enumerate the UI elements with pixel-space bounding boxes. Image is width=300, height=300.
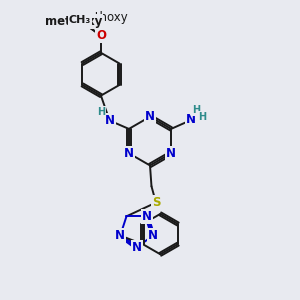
Text: CH₃: CH₃ xyxy=(68,15,91,25)
Text: N: N xyxy=(142,210,152,223)
Text: N: N xyxy=(145,110,155,123)
Text: N: N xyxy=(124,147,134,160)
Text: S: S xyxy=(152,196,160,209)
Text: N: N xyxy=(132,241,142,254)
Text: O: O xyxy=(96,29,106,42)
Text: methoxy: methoxy xyxy=(45,15,102,28)
Text: N: N xyxy=(166,147,176,160)
Text: methoxy: methoxy xyxy=(76,11,128,24)
Text: N: N xyxy=(186,113,196,127)
Text: N: N xyxy=(148,229,158,242)
Text: methoxy: methoxy xyxy=(75,15,81,16)
Text: H: H xyxy=(192,106,200,116)
Text: H: H xyxy=(97,107,105,117)
Text: N: N xyxy=(115,229,125,242)
Text: N: N xyxy=(105,114,115,127)
Text: H: H xyxy=(199,112,207,122)
